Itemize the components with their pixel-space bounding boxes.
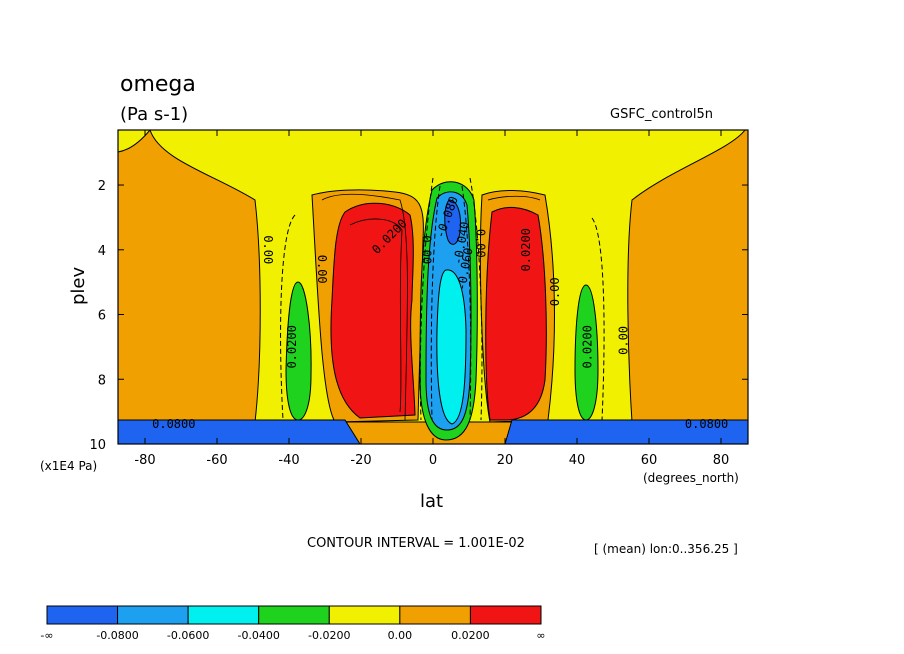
x-axis-label: lat bbox=[420, 491, 443, 512]
contour-label: 0.00 bbox=[616, 326, 630, 355]
y-axis: 2 4 6 8 10 bbox=[89, 179, 748, 453]
solid-inner-contours bbox=[321, 193, 541, 421]
colorbar-label: -0.0400 bbox=[237, 629, 279, 642]
colorbar-swatch bbox=[258, 605, 330, 625]
y-tick-label: 6 bbox=[98, 309, 106, 324]
contour-interval-text: CONTOUR INTERVAL = 1.001E-02 bbox=[307, 536, 525, 551]
field-cyan-core bbox=[436, 269, 467, 425]
contour-label: 0.0800 bbox=[685, 417, 728, 431]
x-tick-label: -80 bbox=[134, 453, 155, 468]
x-tick-label: 20 bbox=[497, 453, 514, 468]
x-axis: -80 -60 -40 -20 0 20 40 60 80 bbox=[134, 130, 729, 468]
x-tick-label: -40 bbox=[278, 453, 299, 468]
x-tick-label: -20 bbox=[350, 453, 371, 468]
colorbar-label: 0.00 bbox=[388, 629, 413, 642]
dashed-contours bbox=[280, 177, 605, 421]
colorbar-label: 0.0200 bbox=[451, 629, 490, 642]
x-tick-label: 40 bbox=[569, 453, 586, 468]
x-tick-label: 60 bbox=[641, 453, 658, 468]
colorbar-label: -0.0600 bbox=[167, 629, 209, 642]
colorbar-swatch bbox=[328, 605, 401, 625]
contour-label: 0.00 bbox=[548, 277, 562, 306]
x-tick-label: 0 bbox=[429, 453, 437, 468]
colorbar-label: ∞ bbox=[536, 629, 545, 642]
contour-field bbox=[118, 130, 748, 444]
y-tick-label: 8 bbox=[98, 373, 106, 388]
colorbar: -∞ -0.0800 -0.0600 -0.0400 -0.0200 0.00 0.0200… bbox=[40, 605, 546, 642]
contour-label: 0.0200 bbox=[519, 228, 533, 271]
y-tick-label: 4 bbox=[98, 244, 106, 259]
colorbar-label: -0.0200 bbox=[308, 629, 350, 642]
contour-label: 0.0200 bbox=[580, 325, 594, 368]
colorbar-swatch bbox=[187, 605, 260, 625]
contour-label: 0.0200 bbox=[285, 325, 299, 368]
field-red-left bbox=[330, 202, 416, 419]
colorbar-label: -0.0800 bbox=[96, 629, 138, 642]
y-axis-label: plev bbox=[68, 266, 89, 305]
contour-label: 0.00 bbox=[315, 255, 329, 284]
field-blue-surface-band bbox=[118, 419, 748, 444]
contour-label: 0.00 bbox=[473, 229, 487, 258]
y-units-label: (x1E4 Pa) bbox=[40, 459, 97, 473]
contour-label: 0.00 bbox=[419, 235, 433, 264]
y-tick-label: 2 bbox=[98, 179, 106, 194]
x-tick-label: 80 bbox=[713, 453, 730, 468]
colorbar-swatch bbox=[469, 605, 542, 625]
colorbar-swatch bbox=[117, 605, 189, 625]
y-tick-label: 10 bbox=[89, 438, 106, 453]
chart-title: omega bbox=[120, 72, 196, 97]
colorbar-swatch bbox=[46, 605, 119, 625]
colorbar-swatch bbox=[399, 605, 471, 625]
x-tick-label: -60 bbox=[206, 453, 227, 468]
experiment-label: GSFC_control5n bbox=[610, 107, 713, 122]
field-red-right bbox=[485, 207, 547, 421]
contour-label: 0.0800 bbox=[152, 417, 195, 431]
contour-label: 0.00 bbox=[261, 235, 275, 264]
colorbar-label: -∞ bbox=[40, 629, 53, 642]
mean-note: [ (mean) lon:0..356.25 ] bbox=[594, 542, 738, 556]
x-units-label: (degrees_north) bbox=[643, 471, 739, 485]
field-darkblue-core bbox=[444, 199, 461, 245]
chart-units: (Pa s-1) bbox=[120, 104, 188, 125]
